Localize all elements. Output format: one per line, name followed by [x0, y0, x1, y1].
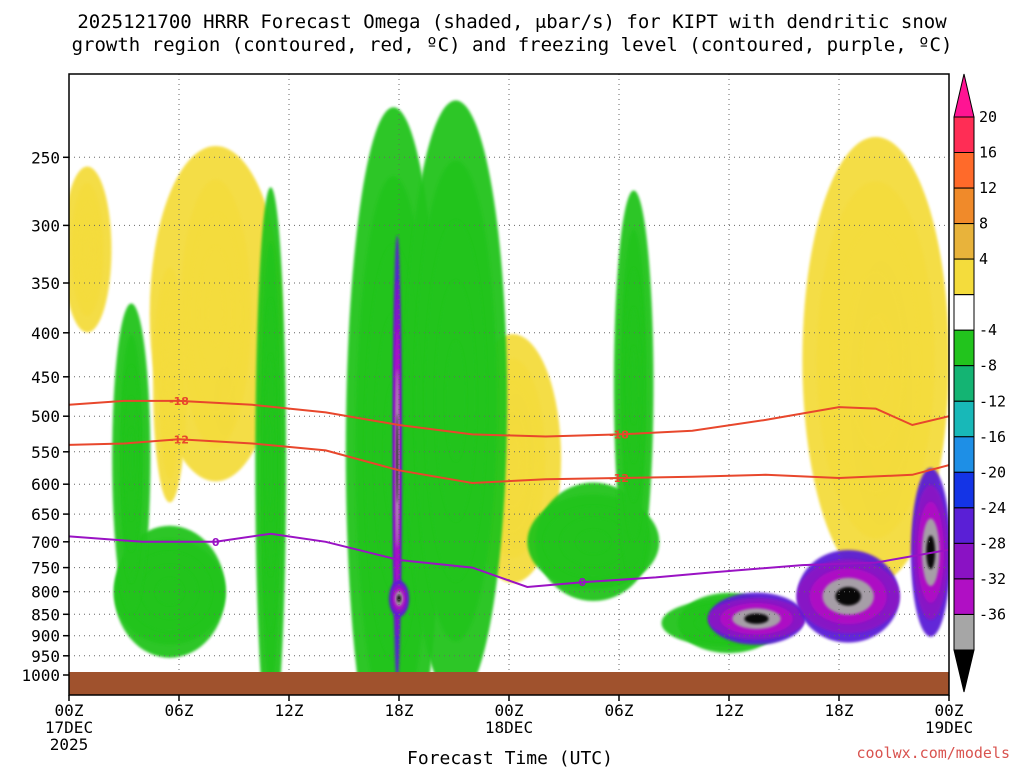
colorbar-segment-1 — [953, 152, 975, 189]
colorbar-label-5: -4 — [979, 321, 997, 339]
omega-blob-2-2 — [255, 187, 287, 675]
dgz-contour-1-label-1: -12 — [609, 472, 629, 485]
dgz-contour-0-label-0: -18 — [169, 395, 189, 408]
chart-title-line1: 2025121700 HRRR Forecast Omega (shaded, … — [77, 11, 947, 33]
credit-text: coolwx.com/models — [856, 744, 1010, 762]
y-axis: 250 300 350 400 450 500 550 600 650 700 750 800 850 9… — [21, 148, 69, 685]
colorbar-segment-5 — [953, 294, 975, 331]
colorbar-label-7: -12 — [979, 392, 1006, 410]
colorbar-label-12: -32 — [979, 570, 1006, 588]
colorbar-segment-3 — [953, 223, 975, 260]
x-tick-label-0-1: 17DEC — [45, 718, 93, 737]
x-tick-label-48-1: 19DEC — [925, 718, 973, 737]
y-tick-label-900: 900 — [31, 627, 60, 646]
colorbar-segment-6 — [953, 329, 975, 367]
y-tick-label-600: 600 — [31, 475, 60, 494]
dgz-contour-1-line — [69, 438, 949, 485]
y-tick-label-400: 400 — [31, 324, 60, 343]
x-tick-label-24-0: 00Z — [495, 701, 524, 720]
y-tick-label-300: 300 — [31, 216, 60, 235]
colorbar-label-4: 4 — [979, 250, 988, 268]
y-tick-label-700: 700 — [31, 533, 60, 552]
omega-blob-1-0 — [69, 166, 112, 333]
colorbar-label-8: -16 — [979, 428, 1006, 446]
colorbar-segment-12 — [953, 542, 975, 580]
colorbar-top-arrow — [953, 73, 975, 118]
freezing-contour-0-label-0: 0 — [212, 536, 220, 549]
omega-shading — [69, 100, 949, 675]
y-tick-label-500: 500 — [31, 407, 60, 426]
x-tick-label-36-0: 12Z — [715, 701, 744, 720]
colorbar-label-1: 16 — [979, 144, 997, 162]
x-tick-label-18-0: 18Z — [385, 701, 414, 720]
colorbar-segment-9 — [953, 436, 975, 473]
colorbar-label-3: 8 — [979, 215, 988, 233]
colorbar: 20 16 12 8 4 -4 -8 -12 -16 -20 -24 -28 -32 -36 — [953, 73, 1006, 693]
y-tick-label-850: 850 — [31, 605, 60, 624]
omega-blob-1-4 — [802, 136, 949, 583]
y-tick-label-250: 250 — [31, 148, 60, 167]
colorbar-segment-10 — [953, 471, 975, 509]
omega-blob-1-2 — [153, 267, 187, 503]
colorbar-bottom-arrow — [953, 649, 975, 693]
x-axis-label: Forecast Time (UTC) — [407, 748, 613, 768]
colorbar-segment-7 — [953, 365, 975, 402]
omega-blob-3-0 — [392, 235, 402, 675]
omega-blob-2-6 — [613, 190, 654, 580]
colorbar-segment-0 — [953, 116, 975, 153]
freezing-contour-0-label-1: 0 — [578, 576, 586, 589]
colorbar-label-10: -24 — [979, 499, 1006, 517]
y-tick-label-950: 950 — [31, 647, 60, 666]
x-tick-label-30-0: 06Z — [605, 701, 634, 720]
colorbar-segment-11 — [953, 507, 975, 544]
dgz-contour-1-label-0: -12 — [169, 433, 189, 446]
colorbar-label-13: -36 — [979, 606, 1006, 624]
y-tick-label-350: 350 — [31, 274, 60, 293]
y-tick-label-750: 750 — [31, 559, 60, 578]
ground-surface — [69, 672, 949, 695]
x-tick-label-42-0: 18Z — [825, 701, 854, 720]
omega-blob-3-2 — [708, 592, 805, 645]
colorbar-segment-4 — [953, 258, 975, 296]
colorbar-segment-8 — [953, 400, 975, 438]
contour-lines: -18 -18 -12 -12 0 0 — [69, 395, 949, 589]
colorbar-segment-14 — [953, 614, 975, 651]
omega-blob-2-1 — [112, 303, 151, 614]
colorbar-label-11: -28 — [979, 534, 1006, 552]
y-tick-label-650: 650 — [31, 505, 60, 524]
x-tick-label-24-1: 18DEC — [485, 718, 533, 737]
y-tick-label-450: 450 — [31, 368, 60, 387]
colorbar-label-9: -20 — [979, 463, 1006, 481]
colorbar-label-0: 20 — [979, 108, 997, 126]
y-tick-label-1000: 1000 — [21, 666, 60, 685]
dgz-contour-0-line — [69, 399, 949, 438]
omega-blob-2-4 — [404, 100, 508, 675]
x-tick-label-48-0: 00Z — [935, 701, 964, 720]
colorbar-label-2: 12 — [979, 179, 997, 197]
y-tick-label-550: 550 — [31, 443, 60, 462]
x-tick-label-0-0: 00Z — [55, 701, 84, 720]
x-tick-label-0-2: 2025 — [50, 735, 89, 754]
colorbar-segment-13 — [953, 578, 975, 615]
freezing-contour-0-line — [69, 532, 949, 589]
dgz-contour-0-label-1: -18 — [609, 428, 629, 441]
colorbar-segment-2 — [953, 187, 975, 225]
x-tick-label-12-0: 12Z — [275, 701, 304, 720]
chart-title-line2: growth region (contoured, red, ºC) and f… — [72, 34, 953, 56]
colorbar-label-6: -8 — [979, 357, 997, 375]
omega-blob-3-1 — [388, 580, 410, 617]
omega-blob-3-3 — [796, 550, 900, 643]
y-tick-label-800: 800 — [31, 583, 60, 602]
x-tick-label-6-0: 06Z — [165, 701, 194, 720]
